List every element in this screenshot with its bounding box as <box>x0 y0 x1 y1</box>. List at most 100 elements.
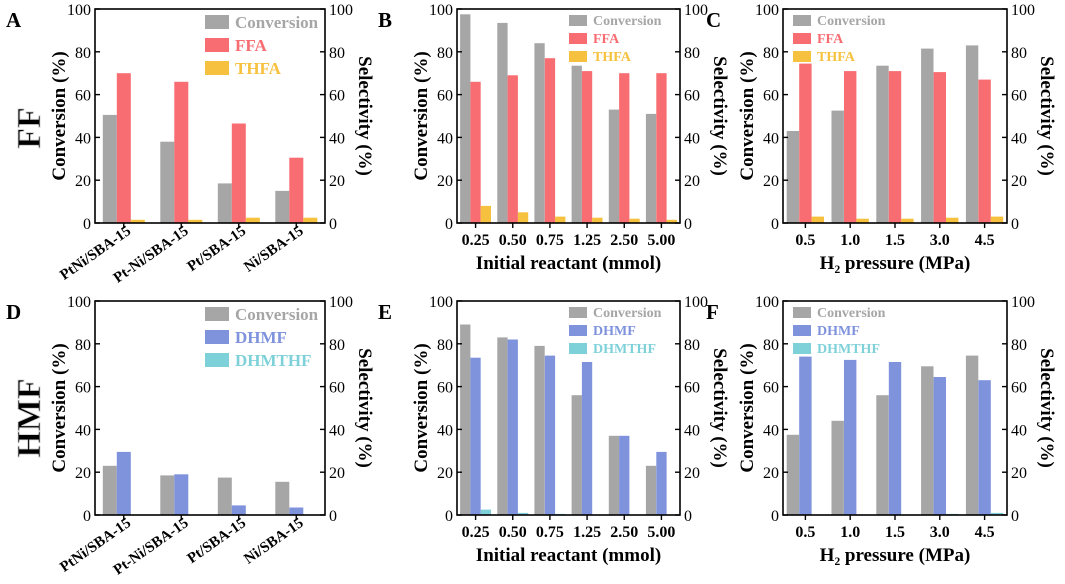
bar-conversion-3 <box>571 65 582 223</box>
x-tick-label: 5.00 <box>647 524 675 541</box>
y-tick-label-right: 40 <box>684 422 700 439</box>
y-tick-label-left: 80 <box>437 45 453 62</box>
y-tick-label-left: 20 <box>763 173 779 190</box>
y-tick-label-right: 100 <box>684 294 708 311</box>
y-tick-label-right: 60 <box>329 380 345 397</box>
legend-label-ffa: FFA <box>593 32 620 47</box>
y-tick-label-right: 0 <box>1011 508 1019 525</box>
legend-label-thfa: THFA <box>817 50 856 65</box>
bar-thfa-0 <box>480 205 491 223</box>
legend-label-dhmf: DHMF <box>593 324 636 339</box>
y-tick-label-right: 20 <box>684 465 700 482</box>
y-tick-label-left: 80 <box>763 45 779 62</box>
chart-panel-c: C 0 0 20 20 40 40 60 60 80 80 100 100 0.5 1.0 1.5 3.0 4.5… <box>706 2 1057 274</box>
y-tick-label-right: 40 <box>684 130 700 147</box>
bar-conversion-1 <box>497 337 508 515</box>
x-tick-label: 2.50 <box>610 232 638 249</box>
bar-dhmf-3 <box>581 362 593 515</box>
bar-thfa-4 <box>990 216 1004 223</box>
legend-label-dhmf: DHMF <box>817 324 860 339</box>
legend: Conversion FFA THFA <box>569 14 662 65</box>
bar-dhmf-5 <box>656 451 667 515</box>
legend-swatch-thfa <box>205 61 229 75</box>
x-tick-label: 1.5 <box>885 232 905 249</box>
x-tick-label: 5.00 <box>647 232 675 249</box>
legend-swatch-dhmthf <box>793 343 811 354</box>
y-tick-label-left: 20 <box>437 173 453 190</box>
bar-ffa-3 <box>581 71 593 223</box>
y-tick-label-left: 60 <box>437 380 453 397</box>
bar-dhmf-1 <box>844 359 857 515</box>
row-label-hmf: HMF <box>11 378 48 457</box>
bar-thfa-1 <box>188 219 203 223</box>
legend-label-conversion: Conversion <box>235 305 319 324</box>
y-tick-label-left: 40 <box>437 422 453 439</box>
x-tick-label: 1.25 <box>573 232 601 249</box>
y-tick-label-right: 20 <box>1011 173 1027 190</box>
legend: Conversion FFA THFA <box>793 14 886 65</box>
bar-dhmthf-1 <box>517 512 529 515</box>
bar-ffa-0 <box>470 81 481 223</box>
plot-frame <box>456 300 681 516</box>
legend-swatch-ffa <box>569 33 587 44</box>
legend-swatch-thfa <box>569 51 587 62</box>
y-tick-label-left: 80 <box>75 45 91 62</box>
legend: Conversion FFA THFA <box>205 13 319 78</box>
bar-conversion-5 <box>645 113 657 223</box>
bar-dhmthf-0 <box>480 509 491 515</box>
legend-label-conversion: Conversion <box>593 14 662 29</box>
panel-letter: D <box>6 300 21 324</box>
y-tick-label-right: 80 <box>329 337 345 354</box>
bar-ffa-2 <box>544 58 556 224</box>
y-tick-label-left: 40 <box>75 130 91 147</box>
x-tick-label: 2.50 <box>610 524 638 541</box>
x-tick-label: 3.0 <box>930 232 950 249</box>
y-axis-label-left: Conversion (%) <box>737 343 758 472</box>
y-tick-label-left: 40 <box>75 422 91 439</box>
y-axis-label-left: Conversion (%) <box>411 51 432 180</box>
y-tick-label-right: 60 <box>1011 380 1027 397</box>
y-axis-label-right: Selectivity (%) <box>354 348 375 468</box>
bar-conversion-0 <box>102 465 117 515</box>
bar-ffa-4 <box>619 73 630 223</box>
x-tick-label: 0.25 <box>462 524 490 541</box>
y-tick-label-right: 0 <box>329 216 337 233</box>
legend-swatch-thfa <box>793 51 811 62</box>
y-tick-label-left: 0 <box>445 216 453 233</box>
legend-swatch-dhmf <box>793 325 811 336</box>
bar-conversion-3 <box>275 481 290 515</box>
y-tick-label-right: 40 <box>1011 130 1027 147</box>
x-tick-label: 4.5 <box>975 524 995 541</box>
bar-ffa-2 <box>231 123 246 223</box>
x-tick-label: 0.5 <box>795 232 815 249</box>
y-tick-label-left: 0 <box>83 216 91 233</box>
bar-thfa-3 <box>592 217 603 223</box>
legend-swatch-ffa <box>793 33 811 44</box>
plot-frame <box>94 300 326 516</box>
y-tick-label-left: 80 <box>763 337 779 354</box>
x-tick-label: 0.75 <box>536 232 564 249</box>
legend-label-conversion: Conversion <box>235 13 319 32</box>
x-tick-label: Pt/SBA-15 <box>185 223 249 275</box>
y-tick-label-right: 100 <box>329 2 353 19</box>
y-tick-label-left: 20 <box>763 465 779 482</box>
bar-dhmf-0 <box>116 451 131 515</box>
bar-ffa-4 <box>978 79 991 223</box>
y-tick-label-right: 0 <box>329 508 337 525</box>
bar-conversion-1 <box>831 110 844 223</box>
bar-conversion-3 <box>921 366 934 515</box>
legend-swatch-conversion <box>793 15 811 26</box>
plot-frame <box>94 8 326 224</box>
bar-dhmf-2 <box>544 355 556 515</box>
x-tick-label: 0.50 <box>499 524 527 541</box>
y-tick-label-right: 60 <box>684 88 700 105</box>
bar-thfa-0 <box>811 216 824 223</box>
y-tick-label-left: 100 <box>755 294 779 311</box>
legend-swatch-dhmf <box>205 330 229 344</box>
y-tick-label-left: 100 <box>429 2 453 19</box>
y-tick-label-right: 60 <box>684 380 700 397</box>
y-tick-label-left: 100 <box>429 294 453 311</box>
legend-label-ffa: FFA <box>817 32 844 47</box>
